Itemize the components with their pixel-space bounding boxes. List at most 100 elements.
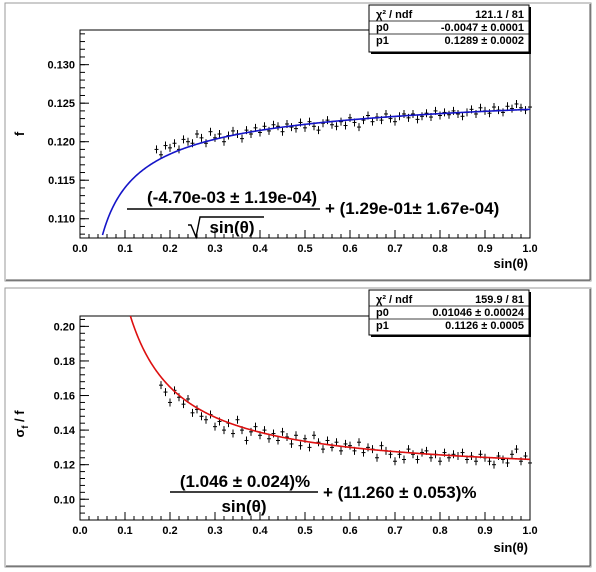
- data-point: [244, 436, 249, 445]
- data-point: [312, 431, 316, 440]
- x-tick-label: 0.8: [432, 243, 447, 255]
- y-tick-label: 0.115: [48, 175, 75, 187]
- data-point: [240, 134, 244, 143]
- sqrt-symbol: [188, 216, 264, 240]
- data-point: [307, 443, 312, 452]
- data-point: [348, 441, 352, 450]
- data-point: [487, 457, 492, 466]
- y-axis-title: f: [12, 131, 27, 136]
- y-tick-label: 0.14: [54, 425, 76, 437]
- formula-constant: + (1.29e-01± 1.67e-04): [325, 199, 499, 218]
- x-tick-label: 1.0: [522, 525, 537, 537]
- data-point: [406, 445, 411, 454]
- data-point: [474, 457, 478, 466]
- data-point: [235, 415, 240, 424]
- stats-label: p1: [376, 320, 389, 332]
- x-tick-label: 0.5: [297, 243, 312, 255]
- data-point: [271, 120, 276, 129]
- x-tick-label: 0.9: [477, 243, 492, 255]
- x-tick-label: 0.1: [117, 243, 132, 255]
- data-point: [294, 431, 298, 440]
- data-point: [334, 122, 339, 131]
- x-tick-label: 1.0: [522, 243, 537, 255]
- data-point: [159, 150, 163, 159]
- data-point: [339, 117, 343, 126]
- data-point: [289, 123, 294, 132]
- data-point: [478, 103, 483, 112]
- stats-label: p0: [376, 307, 389, 319]
- data-point: [492, 460, 496, 469]
- data-point: [505, 458, 510, 467]
- data-point: [199, 133, 204, 142]
- data-point: [357, 123, 361, 132]
- data-point: [199, 412, 204, 421]
- y-tick-label: 0.120: [47, 137, 75, 149]
- y-tick-label: 0.18: [54, 356, 75, 368]
- data-point: [528, 458, 532, 467]
- data-point: [181, 135, 186, 144]
- x-tick-label: 0.3: [207, 243, 222, 255]
- data-point: [303, 123, 307, 132]
- data-point: [298, 441, 303, 450]
- x-tick-label: 0.0: [72, 243, 87, 255]
- data-point: [411, 450, 415, 459]
- data-point: [361, 116, 366, 125]
- stats-box: [368, 289, 530, 336]
- x-tick-label: 0.1: [117, 525, 132, 537]
- data-point: [514, 445, 519, 454]
- data-point: [442, 108, 447, 117]
- data-point: [415, 455, 420, 464]
- data-point: [204, 415, 208, 424]
- data-point: [163, 141, 168, 150]
- data-point: [451, 450, 456, 459]
- data-point: [424, 109, 429, 118]
- data-point: [213, 422, 217, 431]
- formula-numerator: (-4.70e-03 ± 1.19e-04): [147, 188, 317, 207]
- stats-value: 0.1126 ± 0.0005: [445, 320, 524, 332]
- bottom-chart: 0.0 0.1 0.2 0.3 0.4 0.5 0.6 0.7 0.8 0.9 1.0 0.10 0.1…: [12, 289, 538, 555]
- data-point: [168, 143, 172, 152]
- x-tick-label: 0.4: [252, 525, 268, 537]
- y-tick-label: 0.10: [54, 494, 75, 506]
- data-point: [420, 112, 424, 121]
- data-point: [366, 443, 370, 452]
- data-point: [321, 445, 325, 454]
- x-tick-label: 0.5: [297, 525, 312, 537]
- data-point: [429, 453, 433, 462]
- stats-value: 0.1289 ± 0.0002: [445, 35, 524, 47]
- top-chart: 0.0 0.1 0.2 0.3 0.4 0.5 0.6 0.7 0.8 0.9 1.0 0.110 0.…: [12, 4, 538, 271]
- data-point: [186, 137, 190, 146]
- data-point: [168, 398, 172, 407]
- data-point: [213, 133, 217, 142]
- data-point: [393, 117, 397, 126]
- stats-value: 121.1 / 81: [475, 9, 524, 21]
- data-point: [510, 104, 514, 113]
- x-tick-label: 0.2: [162, 525, 177, 537]
- data-point: [163, 388, 168, 397]
- data-point: [231, 126, 235, 135]
- data-point: [514, 99, 519, 108]
- data-point: [231, 429, 235, 438]
- data-point: [361, 448, 366, 457]
- data-point: [375, 453, 379, 462]
- data-point: [289, 439, 294, 448]
- data-point: [280, 127, 285, 136]
- y-axis-title: σf / f: [12, 410, 30, 438]
- y-tick-label: 0.110: [48, 214, 75, 226]
- data-point: [204, 139, 208, 148]
- y-tick-label: 0.16: [54, 391, 75, 403]
- stats-label: χ² / ndf: [376, 9, 413, 21]
- fit-curve: [101, 108, 531, 236]
- formula-numerator: (1.046 ± 0.024)%: [180, 472, 310, 491]
- y-tick-label: 0.125: [47, 98, 75, 110]
- data-point: [460, 112, 465, 121]
- data-point: [339, 446, 343, 455]
- y-tick-label: 0.130: [47, 60, 75, 72]
- data-point: [325, 436, 330, 445]
- data-point: [276, 122, 280, 131]
- stats-label: χ² / ndf: [376, 294, 413, 306]
- data-point: [420, 448, 424, 457]
- x-tick-label: 0.7: [387, 243, 402, 255]
- x-tick-label: 0.6: [342, 525, 357, 537]
